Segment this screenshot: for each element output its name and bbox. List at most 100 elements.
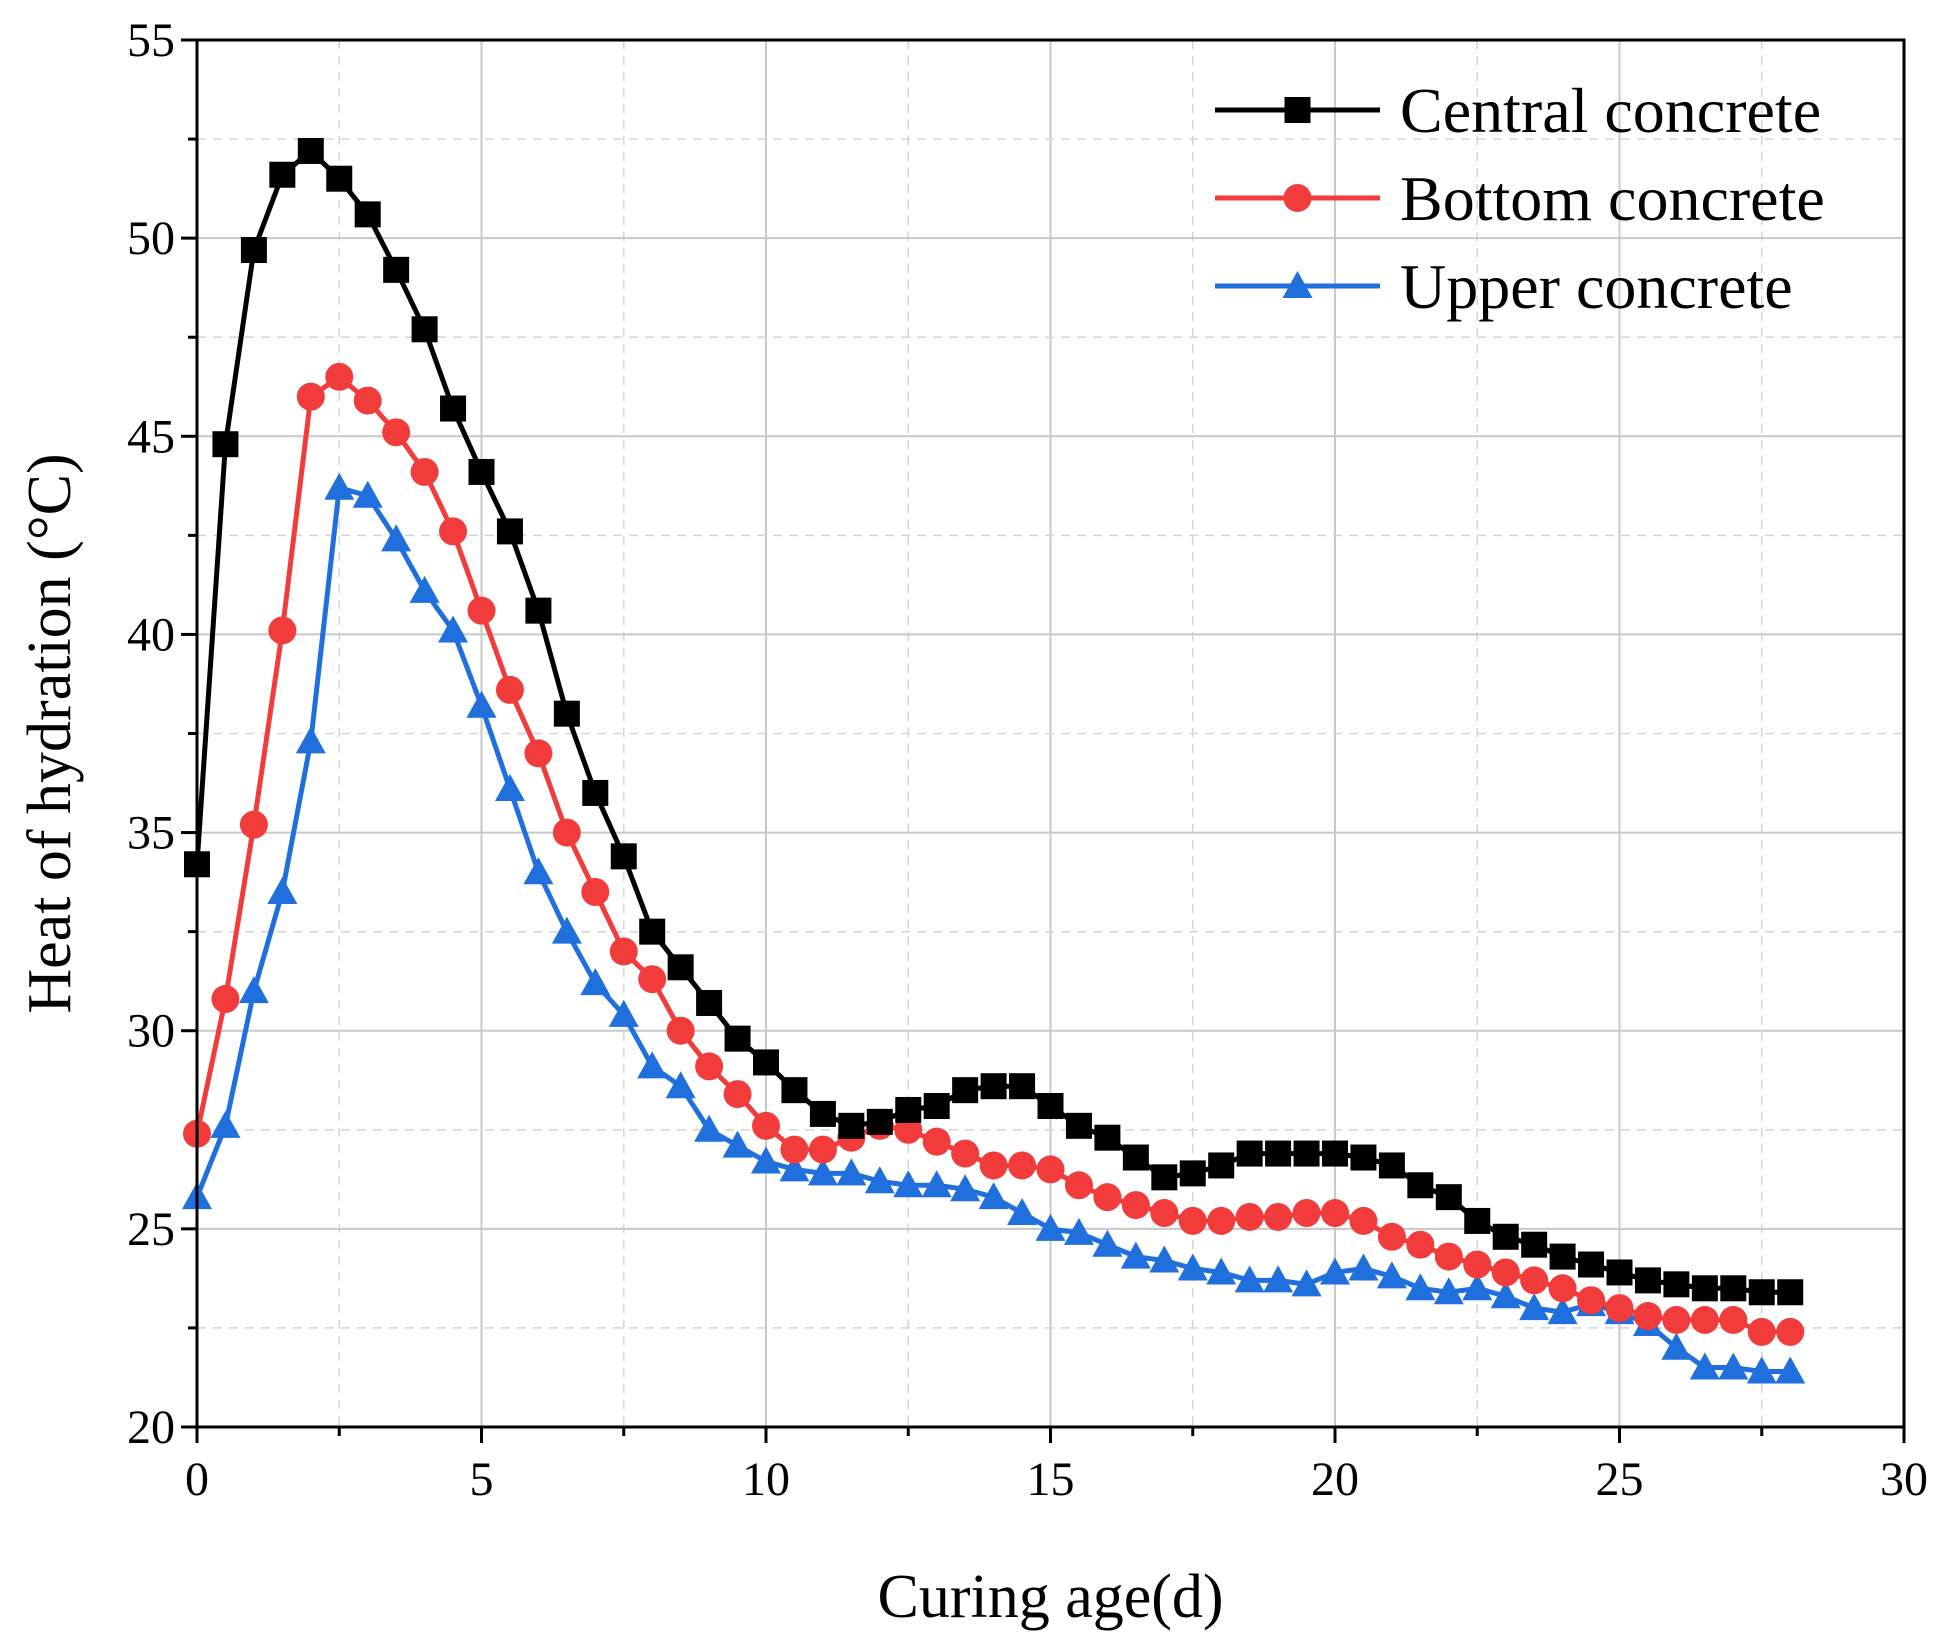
- data-point: [1234, 1265, 1265, 1293]
- data-point: [722, 1130, 753, 1158]
- data-point: [753, 1049, 779, 1076]
- tick-labels: 0 5 10 15 20 25 30 20 25 30 35 40 45 50 55: [127, 14, 1928, 1506]
- data-point: [324, 472, 355, 500]
- data-point: [582, 779, 609, 806]
- legend-entry: Bottom concrete: [1215, 163, 1825, 234]
- data-point: [352, 480, 383, 508]
- data-point: [1691, 1275, 1718, 1302]
- data-point: [1747, 1317, 1776, 1346]
- data-point: [326, 165, 353, 192]
- data-point: [1435, 1184, 1462, 1211]
- data-point: [667, 954, 694, 981]
- legend-label: Upper concrete: [1400, 251, 1793, 322]
- data-point: [1321, 1199, 1349, 1228]
- data-point: [752, 1111, 780, 1140]
- data-point: [1405, 1273, 1436, 1301]
- data-point: [1291, 1269, 1322, 1297]
- data-point: [866, 1108, 893, 1135]
- data-point: [1520, 1266, 1549, 1295]
- data-point: [1407, 1172, 1434, 1199]
- data-point: [723, 1080, 752, 1109]
- data-point: [439, 517, 468, 546]
- data-point: [1777, 1279, 1804, 1306]
- data-point: [724, 1025, 751, 1052]
- y-tick-label: 35: [127, 807, 175, 860]
- data-point: [751, 1146, 781, 1174]
- legend-entry: Central concrete: [1215, 75, 1821, 146]
- legend-label: Central concrete: [1400, 75, 1821, 146]
- data-point: [1036, 1155, 1065, 1184]
- data-point: [696, 989, 723, 1016]
- data-point: [864, 1166, 895, 1194]
- data-point: [1521, 1231, 1548, 1258]
- series-triangle: [182, 472, 1806, 1384]
- data-point: [1207, 1206, 1236, 1235]
- data-point: [838, 1112, 865, 1139]
- data-point: [1151, 1164, 1178, 1191]
- data-point: [921, 1170, 952, 1198]
- data-point: [1718, 1352, 1749, 1380]
- data-point: [1264, 1202, 1293, 1231]
- data-point: [411, 316, 438, 343]
- x-tick-label: 25: [1596, 1453, 1644, 1506]
- data-point: [781, 1077, 808, 1104]
- data-point: [1746, 1356, 1777, 1384]
- data-point: [1320, 1257, 1350, 1285]
- data-point: [665, 1071, 696, 1099]
- data-point: [553, 700, 580, 727]
- data-point: [1206, 1257, 1237, 1285]
- data-point: [1605, 1294, 1634, 1323]
- data-point: [524, 739, 553, 768]
- data-point: [551, 916, 582, 944]
- data-point: [1348, 1253, 1379, 1281]
- data-point: [468, 458, 495, 485]
- data-point: [240, 237, 267, 264]
- data-point: [1063, 1217, 1094, 1245]
- data-point: [268, 616, 297, 645]
- data-point: [1606, 1259, 1633, 1286]
- data-point: [638, 965, 667, 994]
- data-point: [1093, 1183, 1122, 1212]
- data-point: [951, 1139, 980, 1168]
- data-point: [295, 726, 326, 754]
- data-point: [1776, 1317, 1805, 1346]
- data-point: [525, 597, 552, 624]
- x-tick-label: 5: [470, 1453, 494, 1506]
- x-axis-title: Curing age(d): [877, 1563, 1223, 1631]
- data-point: [1519, 1293, 1550, 1321]
- data-point: [610, 843, 637, 870]
- legend-marker: [1282, 271, 1313, 298]
- data-point: [1007, 1198, 1038, 1226]
- data-point: [780, 1135, 809, 1164]
- data-point: [1094, 1124, 1121, 1151]
- data-point: [1719, 1306, 1748, 1335]
- data-point: [495, 675, 524, 704]
- data-point: [581, 878, 610, 907]
- data-point: [1378, 1152, 1405, 1179]
- data-point: [639, 918, 666, 945]
- data-point: [1292, 1199, 1321, 1228]
- legend-marker: [1284, 97, 1311, 123]
- data-point: [1633, 1302, 1662, 1331]
- plot-frame: [195, 38, 1906, 1429]
- data-point: [1549, 1243, 1576, 1270]
- data-point: [1322, 1140, 1348, 1167]
- data-point: [211, 985, 240, 1014]
- data-point: [1150, 1199, 1179, 1228]
- data-point: [1434, 1242, 1463, 1271]
- y-tick-label: 50: [127, 212, 175, 265]
- legend-entry: Upper concrete: [1215, 251, 1793, 322]
- data-point: [923, 1093, 950, 1120]
- data-point: [552, 818, 581, 847]
- x-tick-label: 20: [1311, 1453, 1359, 1506]
- data-point: [979, 1151, 1008, 1180]
- data-point: [1037, 1093, 1064, 1120]
- data-point: [382, 418, 411, 447]
- data-point: [1350, 1144, 1377, 1171]
- data-point: [950, 1174, 981, 1202]
- series-square: [184, 137, 1804, 1306]
- data-point: [1548, 1274, 1577, 1303]
- data-point: [210, 1110, 241, 1138]
- data-point: [1433, 1277, 1464, 1305]
